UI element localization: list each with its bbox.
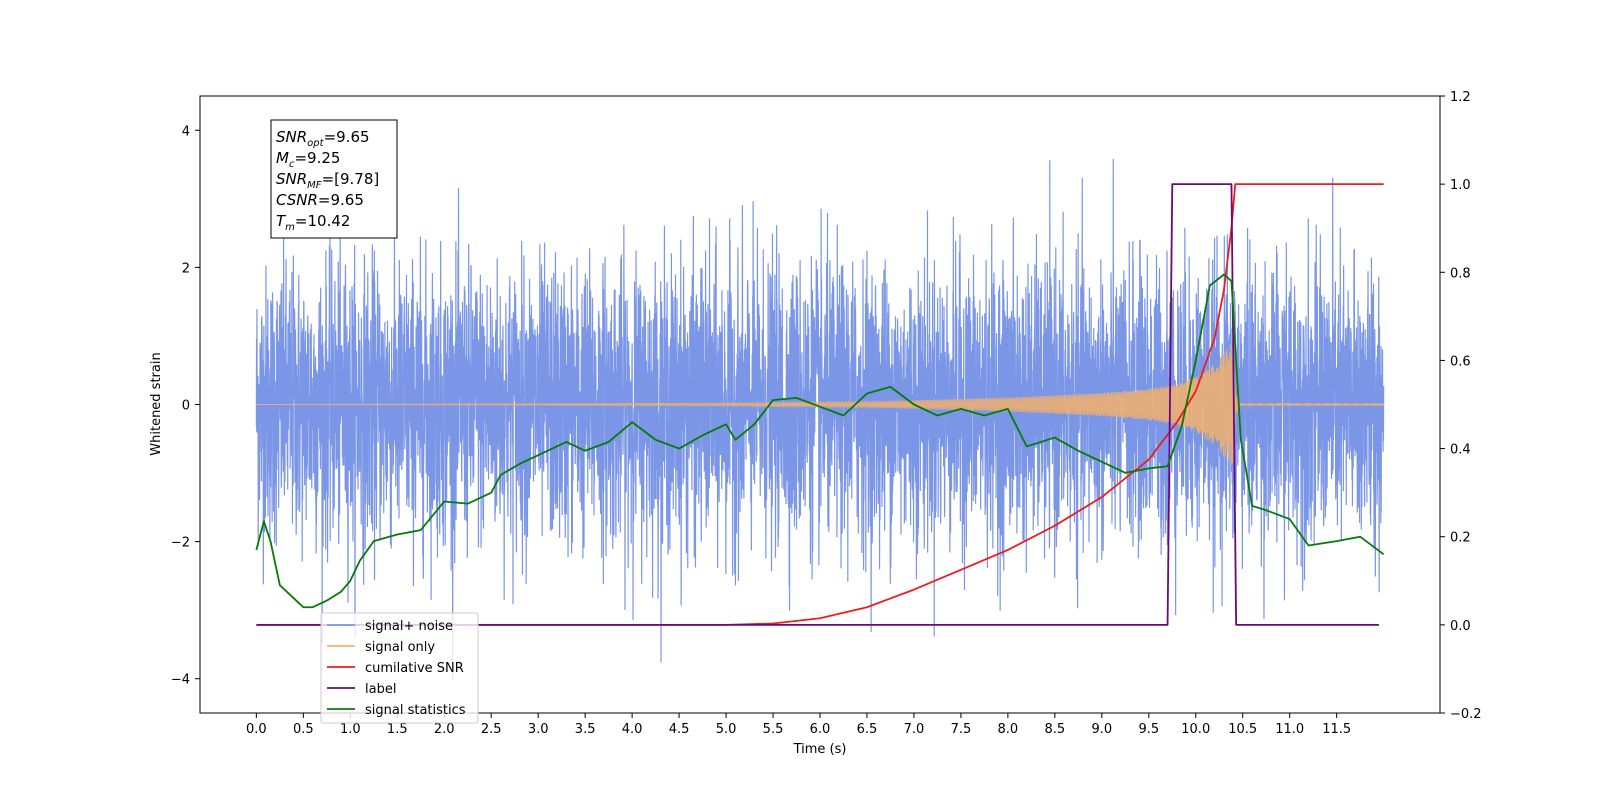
x-tick-label: 6.0 <box>810 722 831 737</box>
x-tick-label: 7.5 <box>951 722 972 737</box>
annotation-line: SNRMF=[9.78] <box>276 170 379 191</box>
y-tick-label: −4 <box>171 673 190 688</box>
x-tick-label: 4.0 <box>622 722 643 737</box>
x-tick-label: 11.5 <box>1322 722 1351 737</box>
x-tick-label: 0.5 <box>293 722 314 737</box>
y2-tick-label: 0.8 <box>1450 266 1471 281</box>
legend-frame <box>320 612 479 724</box>
annotation-line: Tm=10.42 <box>276 212 350 233</box>
y2-tick-label: 0.4 <box>1450 443 1471 458</box>
series-line-signal-statistics <box>255 273 1385 609</box>
x-tick-label: 10.5 <box>1228 722 1257 737</box>
y-axis-label: Whitened strain <box>149 352 164 455</box>
legend-label: signal statistics <box>365 703 466 718</box>
series-line-cumilative-snr <box>256 183 1384 626</box>
x-tick-label: 0.0 <box>246 722 267 737</box>
plot-area <box>255 158 1385 681</box>
x-tick-label: 5.0 <box>716 722 737 737</box>
y2-tick-label: 0.0 <box>1450 619 1471 634</box>
x-tick-label: 4.5 <box>669 722 690 737</box>
x-tick-label: 7.0 <box>904 722 925 737</box>
y-tick-label: −2 <box>171 536 190 551</box>
x-tick-label: 2.5 <box>481 722 502 737</box>
x-axis-label: Time (s) <box>793 742 847 757</box>
x-tick-label: 2.0 <box>434 722 455 737</box>
y-tick-label: 0 <box>182 399 190 414</box>
x-tick-label: 3.5 <box>575 722 596 737</box>
legend-label: signal+ noise <box>365 619 453 634</box>
x-tick-label: 9.0 <box>1091 722 1112 737</box>
y-axis-left: −4 −2 0 2 4 <box>171 124 200 688</box>
y-axis-right: −0.2 0.0 0.2 0.4 0.6 0.8 1.0 1.2 <box>1440 90 1482 722</box>
x-tick-label: 10.0 <box>1181 722 1210 737</box>
annotation-line: CSNR=9.65 <box>276 191 364 209</box>
legend-label: signal only <box>365 640 435 655</box>
y2-tick-label: 1.0 <box>1450 178 1471 193</box>
x-tick-label: 1.5 <box>387 722 408 737</box>
y2-tick-label: 0.2 <box>1450 531 1471 546</box>
x-tick-label: 3.0 <box>528 722 549 737</box>
annotation-line: Mc=9.25 <box>276 149 340 170</box>
legend-label: cumilative SNR <box>365 661 464 676</box>
x-tick-label: 11.0 <box>1275 722 1304 737</box>
annotation-line: SNRopt=9.65 <box>276 128 370 149</box>
y-tick-label: 2 <box>182 261 190 276</box>
x-axis: 0.0 0.5 1.0 1.5 2.0 2.5 3.0 3.5 4.0 4.5 5.0 5.5 6.0 6… <box>246 713 1351 737</box>
x-tick-label: 5.5 <box>763 722 784 737</box>
x-tick-label: 9.5 <box>1138 722 1159 737</box>
y-tick-label: 4 <box>182 124 190 139</box>
legend: signal+ noise signal only cumilative SNR la… <box>320 612 479 724</box>
y2-tick-label: −0.2 <box>1450 707 1482 722</box>
x-tick-label: 6.5 <box>857 722 878 737</box>
x-tick-label: 8.5 <box>1045 722 1066 737</box>
x-tick-label: 1.0 <box>340 722 361 737</box>
legend-label: label <box>365 682 396 697</box>
annotation-frame <box>270 119 398 239</box>
y2-tick-label: 0.6 <box>1450 354 1471 369</box>
series-line-signal-noise <box>255 158 1385 681</box>
series-line-signal-only <box>256 342 1385 466</box>
x-tick-label: 8.0 <box>998 722 1019 737</box>
series-line-label <box>256 183 1379 626</box>
y2-tick-label: 1.2 <box>1450 90 1471 105</box>
